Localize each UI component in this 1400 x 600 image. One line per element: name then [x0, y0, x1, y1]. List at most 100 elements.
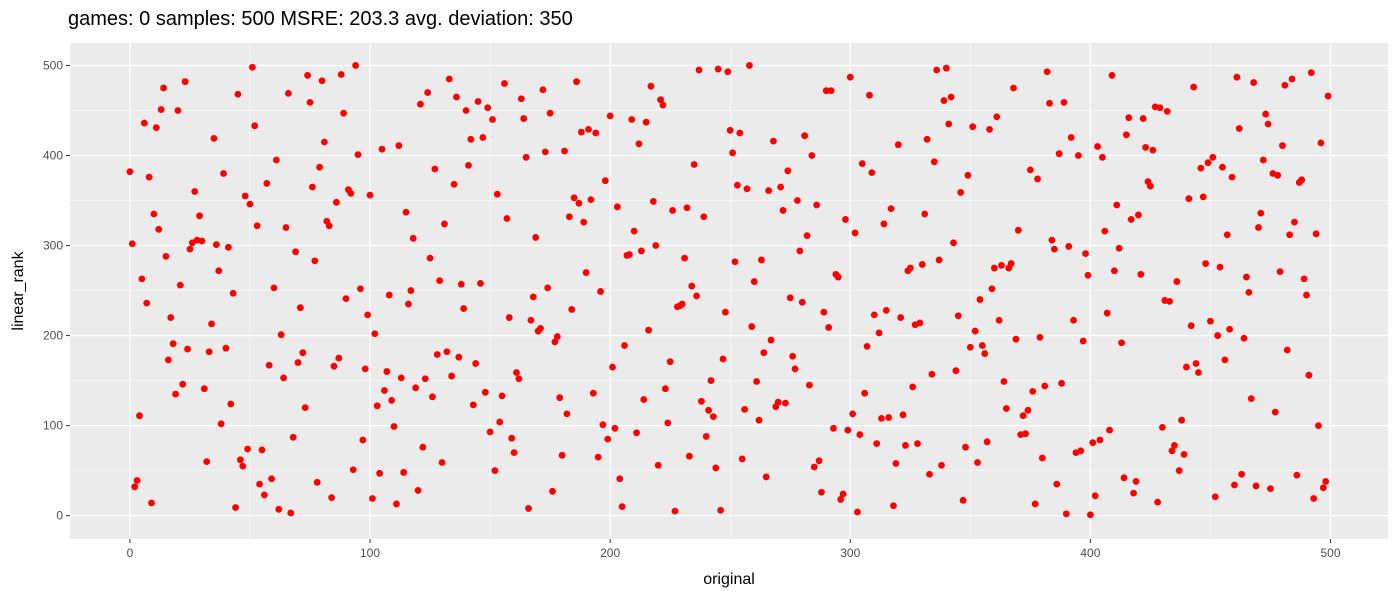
data-point [601, 177, 609, 185]
data-point [381, 387, 388, 394]
data-point [1137, 270, 1145, 278]
data-point [830, 424, 837, 432]
data-point [782, 399, 789, 407]
data-point [846, 73, 854, 81]
data-point [162, 252, 170, 260]
data-point [522, 153, 530, 161]
data-point [1106, 426, 1113, 434]
data-point [1122, 131, 1130, 139]
data-point [983, 438, 991, 446]
data-point [164, 356, 172, 364]
data-point [688, 282, 696, 290]
data-point [890, 502, 897, 510]
data-point [433, 351, 441, 358]
data-point [167, 314, 175, 321]
data-point [909, 383, 917, 391]
data-point [1089, 439, 1097, 447]
y-tick-label: 400 [43, 148, 63, 162]
data-point [328, 494, 336, 502]
data-point [923, 135, 931, 143]
data-point [952, 367, 960, 375]
data-point [1094, 143, 1101, 150]
data-point [1060, 98, 1068, 106]
data-point [849, 410, 857, 418]
data-point [794, 197, 801, 204]
data-point [224, 243, 232, 251]
data-point [1207, 317, 1214, 325]
data-point [856, 431, 864, 439]
data-point [136, 412, 143, 420]
data-point [532, 234, 540, 241]
x-tick-label: 400 [1080, 546, 1100, 560]
data-point [181, 78, 189, 86]
data-point [1108, 71, 1116, 79]
data-point [803, 232, 811, 240]
data-point [198, 237, 206, 245]
data-point [292, 248, 299, 256]
data-point [1202, 260, 1210, 267]
data-point [801, 132, 809, 140]
data-point [251, 122, 259, 130]
data-point [1029, 387, 1037, 395]
data-point [1324, 92, 1332, 100]
data-point [220, 170, 227, 177]
data-point [1267, 485, 1274, 493]
data-point [1288, 75, 1296, 83]
data-point [820, 308, 828, 316]
y-tick-label: 500 [43, 58, 63, 72]
data-point [1019, 412, 1027, 420]
data-point [1055, 150, 1063, 158]
data-point [1082, 250, 1089, 258]
y-axis-title: linear_rank [10, 250, 27, 330]
data-point [453, 93, 460, 101]
data-point [1199, 193, 1207, 201]
data-point [335, 354, 343, 362]
data-point [774, 398, 782, 406]
data-point [1036, 333, 1044, 341]
data-point [1118, 339, 1125, 347]
data-point [649, 198, 657, 205]
data-point [1050, 245, 1058, 253]
data-point [501, 80, 508, 87]
data-point [630, 227, 638, 235]
data-point [1178, 416, 1186, 424]
data-point [248, 63, 256, 71]
data-point [265, 361, 273, 369]
data-point [1130, 489, 1137, 497]
data-point [1098, 153, 1106, 161]
data-point [592, 129, 600, 137]
data-point [357, 285, 364, 293]
data-point [1319, 484, 1327, 492]
data-point [1300, 275, 1308, 283]
data-point [640, 396, 648, 403]
data-point [222, 344, 230, 352]
data-point [897, 314, 905, 321]
data-point [966, 343, 974, 351]
data-point [551, 338, 559, 346]
data-point [916, 319, 924, 327]
data-point [652, 242, 660, 249]
data-point [172, 390, 179, 398]
data-point [1154, 498, 1162, 506]
data-point [340, 109, 348, 117]
data-point [419, 443, 427, 451]
data-point [1223, 231, 1231, 239]
data-point [954, 312, 962, 320]
data-point [217, 420, 225, 428]
data-point [1293, 471, 1301, 479]
data-points [126, 62, 1332, 519]
data-point [962, 443, 969, 451]
data-point [914, 440, 921, 448]
data-point [553, 333, 561, 340]
data-point [813, 201, 821, 209]
data-point [1077, 447, 1085, 455]
data-point [296, 304, 304, 312]
data-point [791, 365, 799, 373]
data-point [1183, 363, 1190, 371]
data-point [868, 169, 876, 177]
data-point [762, 473, 770, 481]
data-point [717, 506, 724, 514]
data-point [1070, 316, 1077, 324]
data-point [537, 324, 544, 332]
data-point [256, 480, 263, 488]
